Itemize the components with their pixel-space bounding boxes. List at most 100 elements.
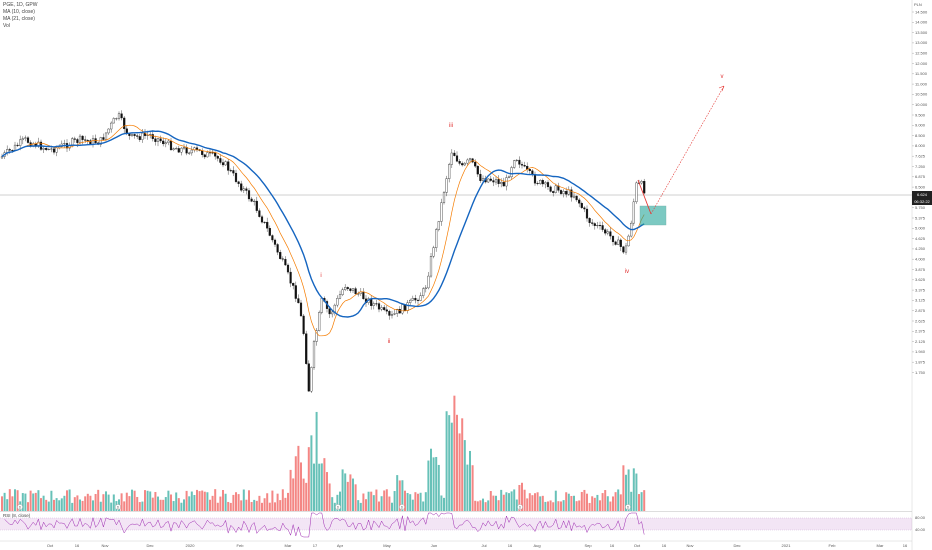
legend-ma-slow[interactable]: MA (21, close): [3, 16, 35, 22]
volume-bar: [417, 493, 419, 511]
volume-bar: [554, 490, 557, 511]
candle-body: [422, 288, 425, 296]
candle-body: [453, 152, 456, 156]
candle-body: [86, 139, 89, 141]
candle-body: [546, 182, 550, 188]
volume-bar: [34, 492, 37, 511]
volume-bar: [292, 478, 295, 511]
candle-body: [234, 172, 238, 182]
candle-body: [110, 122, 113, 130]
legend-ma-fast[interactable]: MA (10, close): [3, 9, 35, 15]
candle-body: [63, 143, 66, 145]
volume-bar: [58, 500, 61, 511]
volume-bar: [346, 481, 349, 511]
volume-bar: [588, 502, 591, 511]
candle-body: [284, 258, 287, 266]
candle-body: [115, 118, 118, 120]
volume-bar: [162, 499, 165, 511]
volume-bar: [151, 497, 154, 511]
volume-bar: [430, 448, 432, 511]
volume-bar: [209, 499, 211, 511]
volume-bar: [201, 490, 204, 511]
candle-body: [260, 216, 264, 223]
legend-volume[interactable]: Vol: [3, 23, 10, 29]
volume-bar: [242, 489, 245, 511]
volume-bar: [414, 492, 417, 511]
dividend-marker: [335, 504, 341, 510]
volume-bar: [596, 494, 599, 511]
candle-body: [258, 210, 261, 217]
time-tick-label: Aug: [533, 543, 540, 548]
candle-body: [130, 134, 134, 136]
candle-body: [42, 148, 45, 150]
volume-bar: [406, 493, 409, 511]
time-axis[interactable]: Oct 16 Nov Dec 2020 Feb Mar 17 Apr May Jun Jul 16 Aug…: [0, 540, 912, 548]
time-tick-label: Dec: [733, 543, 740, 548]
volume-bar: [531, 495, 534, 511]
volume-bar: [323, 458, 326, 511]
rsi-tick-label: 40.00: [915, 527, 926, 532]
candle-body: [640, 181, 643, 184]
candle-body: [276, 244, 279, 253]
candle-body: [424, 287, 427, 290]
time-tick-label: Jun: [431, 543, 437, 548]
wave-label: i: [320, 273, 321, 279]
volume-bar: [453, 395, 456, 511]
candle-body: [442, 192, 446, 203]
volume-bar: [469, 450, 471, 511]
volume-bar: [544, 501, 547, 511]
candle-body: [333, 304, 336, 313]
volume-bar: [424, 492, 427, 511]
volume-bar: [271, 490, 274, 511]
price-axis[interactable]: PLN 14.500 14.000 13.500 13.000 12.500 12.000 1…: [911, 0, 928, 550]
volume-bar: [63, 495, 66, 511]
candle-body: [507, 176, 511, 178]
rsi-label: RSI (8, close): [3, 513, 31, 518]
volume-bar: [583, 489, 586, 511]
price-tick-label: 5.750: [915, 205, 926, 210]
volume-bar: [196, 489, 198, 511]
candle-body: [575, 195, 578, 201]
candle-body: [292, 282, 295, 286]
candle-body: [71, 138, 74, 146]
volume-bar: [8, 489, 11, 511]
wave-label: iv: [625, 269, 629, 275]
dividend-marker-label: D: [519, 506, 522, 510]
volume-bar: [94, 493, 97, 511]
volume-bar: [53, 499, 55, 511]
candle-body: [463, 162, 466, 166]
volume-bar: [536, 492, 539, 511]
candle-body: [149, 134, 152, 136]
volume-bar: [203, 491, 206, 511]
candle-body: [263, 221, 266, 223]
candle-body: [351, 288, 355, 291]
legend-symbol[interactable]: PGE, 1D, GPW: [3, 2, 38, 8]
volume-bar: [440, 495, 443, 511]
candle-body: [112, 118, 115, 124]
volume-bar: [619, 494, 622, 511]
volume-bar: [352, 478, 354, 511]
volume-bar: [287, 492, 289, 511]
volume-bar: [40, 498, 42, 511]
volume-bar: [136, 496, 139, 511]
candle-body: [411, 298, 414, 301]
price-tick-label: 4.625: [915, 236, 926, 241]
price-tick-label: 5.000: [915, 226, 926, 231]
volume-bar: [29, 490, 32, 511]
candle-body: [445, 178, 448, 193]
candle-body: [273, 239, 277, 245]
volume-bar: [188, 496, 191, 511]
volume-bar: [99, 501, 102, 511]
candle-body: [299, 302, 303, 317]
candle-body: [409, 299, 412, 303]
dividend-marker-label: D: [401, 506, 404, 510]
volume-bar: [248, 490, 250, 511]
candle-body: [8, 149, 11, 151]
time-tick-label: Mar: [877, 543, 885, 548]
volume-bar: [183, 499, 185, 511]
candle-body: [362, 291, 365, 300]
candle-body: [156, 138, 160, 142]
